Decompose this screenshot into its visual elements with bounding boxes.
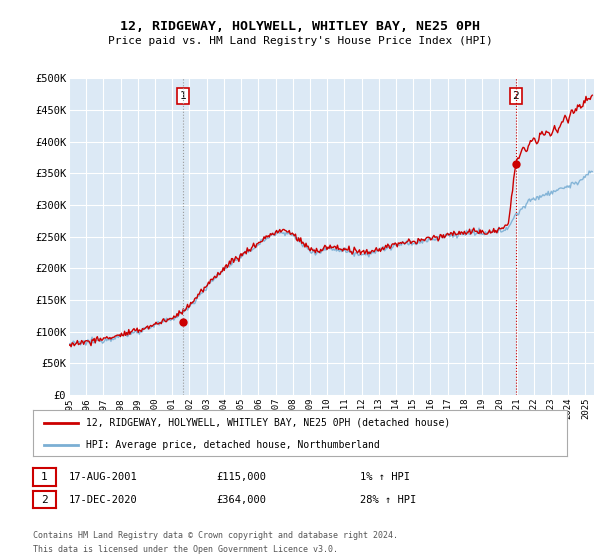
Text: HPI: Average price, detached house, Northumberland: HPI: Average price, detached house, Nort… (86, 440, 380, 450)
Text: 1: 1 (41, 472, 48, 482)
Text: 2: 2 (41, 494, 48, 505)
Text: 2: 2 (512, 91, 519, 101)
Text: 1: 1 (179, 91, 187, 101)
Text: 17-AUG-2001: 17-AUG-2001 (69, 472, 138, 482)
Text: £364,000: £364,000 (216, 494, 266, 505)
Text: 28% ↑ HPI: 28% ↑ HPI (360, 494, 416, 505)
Text: Contains HM Land Registry data © Crown copyright and database right 2024.: Contains HM Land Registry data © Crown c… (33, 531, 398, 540)
Text: This data is licensed under the Open Government Licence v3.0.: This data is licensed under the Open Gov… (33, 545, 338, 554)
Text: 1% ↑ HPI: 1% ↑ HPI (360, 472, 410, 482)
Text: 17-DEC-2020: 17-DEC-2020 (69, 494, 138, 505)
Text: 12, RIDGEWAY, HOLYWELL, WHITLEY BAY, NE25 0PH (detached house): 12, RIDGEWAY, HOLYWELL, WHITLEY BAY, NE2… (86, 418, 451, 428)
Text: Price paid vs. HM Land Registry's House Price Index (HPI): Price paid vs. HM Land Registry's House … (107, 36, 493, 46)
Text: 12, RIDGEWAY, HOLYWELL, WHITLEY BAY, NE25 0PH: 12, RIDGEWAY, HOLYWELL, WHITLEY BAY, NE2… (120, 20, 480, 32)
Text: £115,000: £115,000 (216, 472, 266, 482)
